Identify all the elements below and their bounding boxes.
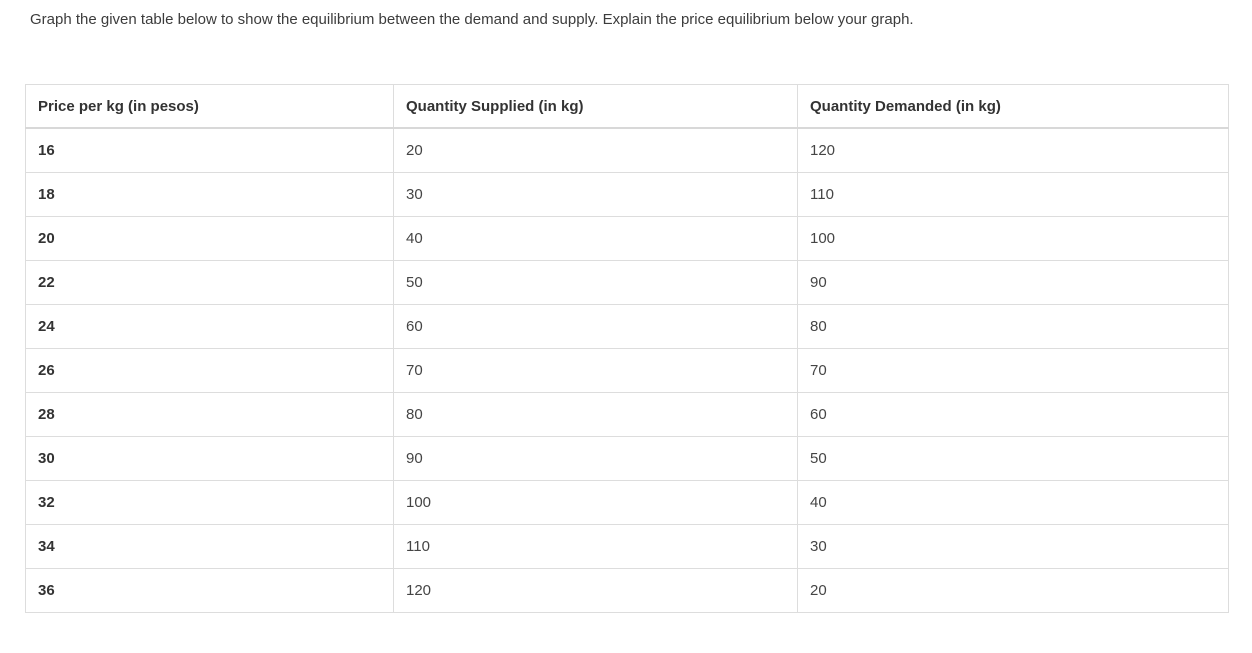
table-cell: 20: [25, 215, 394, 261]
table-row: 28 80 60: [25, 391, 1229, 437]
table-cell: 30: [393, 171, 798, 217]
instruction-text: Graph the given table below to show the …: [30, 11, 914, 28]
table-row: 30 90 50: [25, 435, 1229, 481]
supply-demand-table: Price per kg (in pesos) Quantity Supplied…: [25, 83, 1229, 613]
column-header: Quantity Demanded (in kg): [797, 83, 1229, 130]
table-row: 36 120 20: [25, 567, 1229, 613]
table-cell: 110: [797, 171, 1229, 217]
table-cell: 40: [797, 479, 1229, 525]
table-cell: 34: [25, 523, 394, 569]
table-cell: 120: [393, 567, 798, 613]
table-row: 20 40 100: [25, 215, 1229, 261]
table-header-row: Price per kg (in pesos) Quantity Supplied…: [25, 83, 1229, 130]
table-cell: 16: [25, 127, 394, 173]
table-head: Price per kg (in pesos) Quantity Supplied…: [25, 83, 1229, 130]
column-header: Quantity Supplied (in kg): [393, 83, 798, 130]
table-row: 32 100 40: [25, 479, 1229, 525]
table-cell: 40: [393, 215, 798, 261]
table-row: 18 30 110: [25, 171, 1229, 217]
table-row: 26 70 70: [25, 347, 1229, 393]
table-cell: 36: [25, 567, 394, 613]
table-cell: 70: [797, 347, 1229, 393]
table-cell: 80: [797, 303, 1229, 349]
table-cell: 110: [393, 523, 798, 569]
column-header: Price per kg (in pesos): [25, 83, 394, 130]
table-row: 16 20 120: [25, 127, 1229, 173]
table-cell: 22: [25, 259, 394, 305]
table-cell: 90: [797, 259, 1229, 305]
table-body: 16 20 120 18 30 110 20 40 100 22 50 90 24 60 80 26 70 70 2…: [25, 127, 1229, 613]
table-cell: 100: [393, 479, 798, 525]
table-cell: 100: [797, 215, 1229, 261]
table-cell: 30: [25, 435, 394, 481]
table-cell: 32: [25, 479, 394, 525]
table-cell: 120: [797, 127, 1229, 173]
table-cell: 24: [25, 303, 394, 349]
table-cell: 20: [393, 127, 798, 173]
table-cell: 18: [25, 171, 394, 217]
table-cell: 20: [797, 567, 1229, 613]
table-row: 22 50 90: [25, 259, 1229, 305]
table-cell: 90: [393, 435, 798, 481]
table-cell: 26: [25, 347, 394, 393]
table-cell: 60: [393, 303, 798, 349]
table-cell: 30: [797, 523, 1229, 569]
table-cell: 28: [25, 391, 394, 437]
table-row: 24 60 80: [25, 303, 1229, 349]
table-cell: 50: [393, 259, 798, 305]
table-cell: 70: [393, 347, 798, 393]
table-cell: 50: [797, 435, 1229, 481]
table-row: 34 110 30: [25, 523, 1229, 569]
table-cell: 60: [797, 391, 1229, 437]
table-cell: 80: [393, 391, 798, 437]
